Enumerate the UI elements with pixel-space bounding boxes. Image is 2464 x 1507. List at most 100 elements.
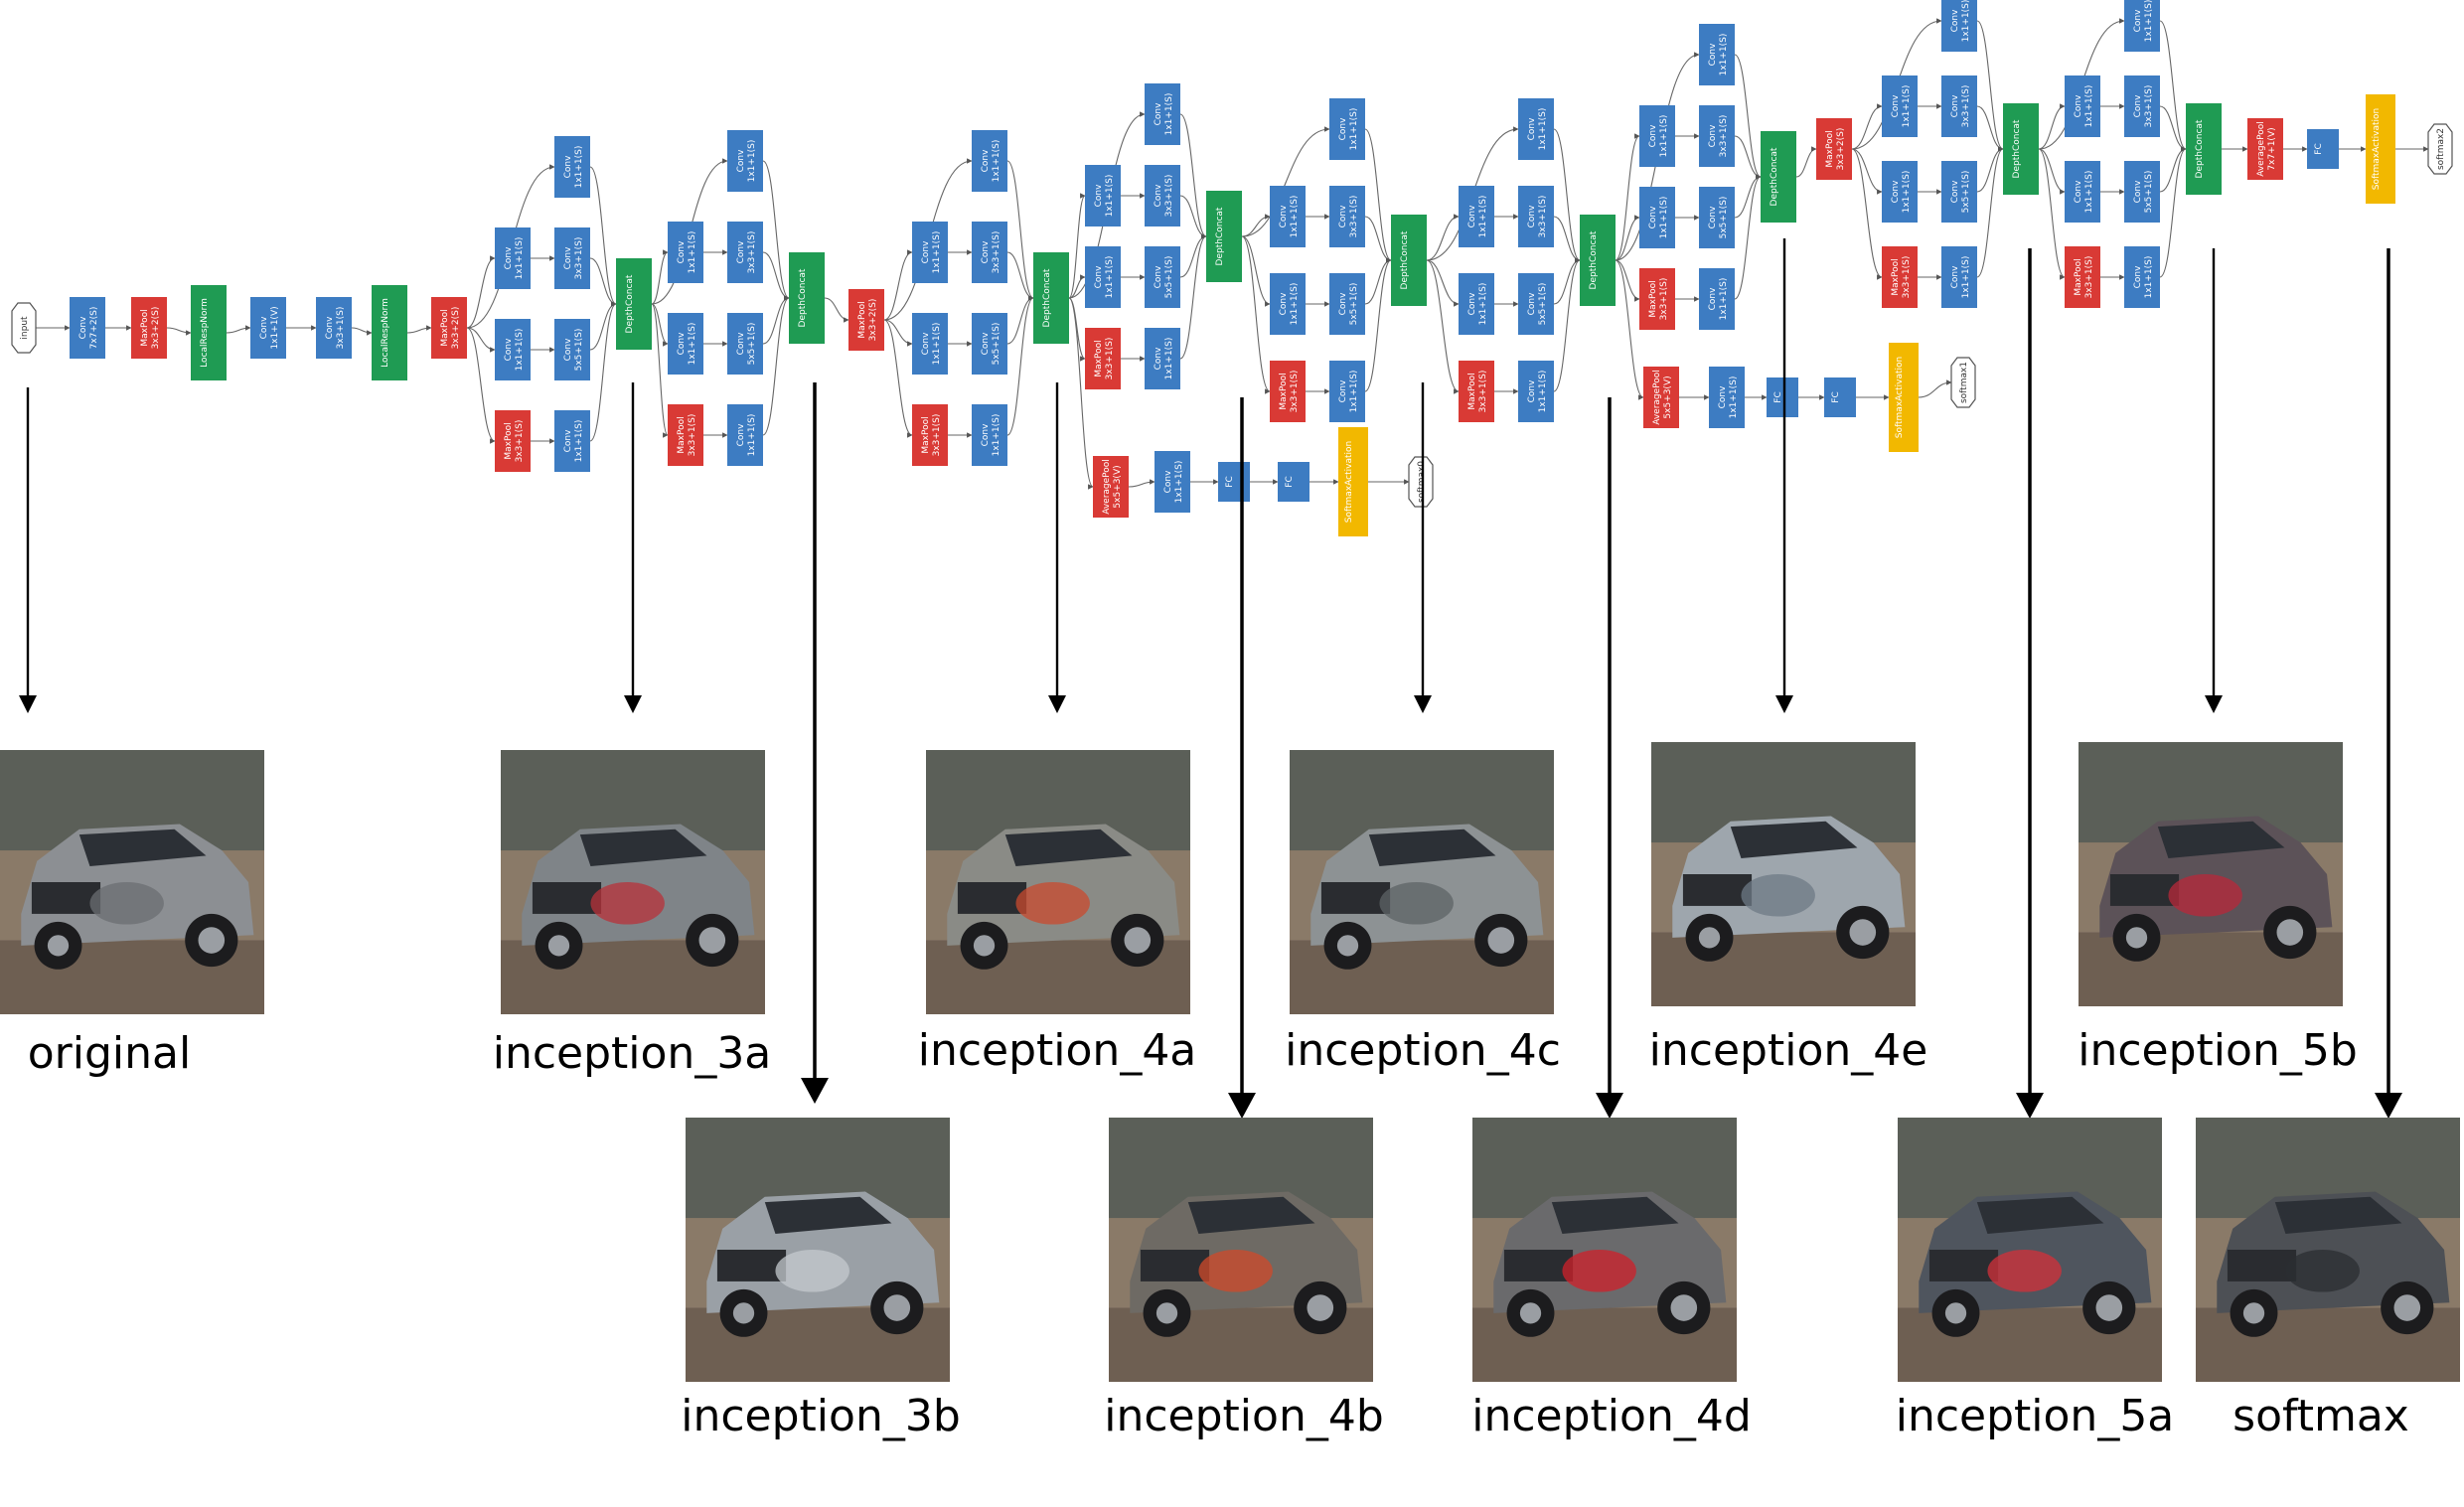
io-node-label: softmax1 bbox=[1959, 362, 1969, 403]
edge bbox=[1241, 126, 1330, 237]
io-node-softmax2: softmax2 bbox=[2427, 123, 2453, 175]
pointer-arrow-head bbox=[624, 695, 642, 713]
car-windshield bbox=[1976, 1196, 2104, 1235]
caption-inception-4e: inception_4e bbox=[1648, 1025, 1928, 1076]
edge bbox=[762, 295, 790, 345]
car-image-softmax bbox=[2196, 1118, 2460, 1382]
node-concat-82: DepthConcat bbox=[2003, 103, 2039, 195]
node-label: Conv1x1+1(S) bbox=[504, 237, 525, 280]
node-label: Conv1x1+1(S) bbox=[981, 140, 1001, 183]
node-conv-83: Conv1x1+1(S) bbox=[2124, 0, 2160, 52]
edge bbox=[1918, 379, 1952, 398]
node-conv-16: Conv1x1+1(S) bbox=[668, 222, 703, 283]
node-label: Conv5x5+1(S) bbox=[981, 323, 1001, 366]
node-label: Conv1x1+1(S) bbox=[981, 414, 1001, 457]
node-pool-69: AveragePool5x5+3(V) bbox=[1643, 367, 1679, 428]
node-conv-60: Conv5x5+1(S) bbox=[1699, 187, 1735, 248]
edge bbox=[1006, 251, 1034, 301]
pointer-arrow-head bbox=[1775, 695, 1793, 713]
car-rim-front bbox=[1336, 935, 1359, 957]
car-rim-front bbox=[2242, 1302, 2265, 1324]
node-label: Conv1x1+1(S) bbox=[504, 329, 525, 372]
node-conv-52: Conv5x5+1(S) bbox=[1518, 273, 1554, 335]
node-label: MaxPool3x3+2(S) bbox=[140, 307, 161, 350]
node-label: Conv3x3+1(S) bbox=[736, 231, 757, 274]
node-conv-89: Conv1x1+1(S) bbox=[2124, 246, 2160, 308]
edge bbox=[1734, 174, 1762, 300]
car-image-original bbox=[0, 750, 264, 1014]
car-rim-front bbox=[1944, 1302, 1967, 1324]
pointer-arrow-head bbox=[1596, 1093, 1623, 1119]
node-label: Conv1x1+1(S) bbox=[1718, 377, 1739, 419]
node-label: SoftmaxActivation bbox=[2372, 108, 2382, 190]
node-label: Conv3x3+1(S) bbox=[2133, 85, 2154, 128]
node-conv-58: Conv3x3+1(S) bbox=[1699, 105, 1735, 167]
node-conv-33: Conv1x1+1(S) bbox=[1085, 165, 1121, 226]
car-rim-front bbox=[47, 935, 70, 957]
node-label: DepthConcat bbox=[1042, 268, 1052, 327]
car-image-inception-4c bbox=[1290, 750, 1554, 1014]
thumb-inception-3a bbox=[501, 750, 765, 1014]
edge bbox=[2038, 148, 2066, 280]
node-conv-41: Conv1x1+1(S) bbox=[1270, 186, 1306, 247]
edge bbox=[1976, 146, 2004, 278]
edge bbox=[883, 319, 913, 347]
node-label: Conv1x1+1(S) bbox=[563, 146, 584, 189]
node-label: Conv1x1+1(S) bbox=[1163, 461, 1184, 504]
node-concat-47: DepthConcat bbox=[1391, 215, 1427, 306]
pointer-arrow-head bbox=[1048, 695, 1066, 713]
node-conv-35: Conv1x1+1(S) bbox=[1085, 246, 1121, 308]
node-conv-48: Conv1x1+1(S) bbox=[1518, 98, 1554, 160]
thumb-softmax bbox=[2196, 1118, 2460, 1382]
layer-pointer-arrows bbox=[19, 238, 2402, 1119]
edge bbox=[1795, 146, 1817, 178]
car-windshield bbox=[1730, 821, 1858, 859]
node-label: MaxPool3x3+1(S) bbox=[1648, 278, 1669, 321]
edge bbox=[466, 327, 496, 444]
edge bbox=[1241, 235, 1271, 307]
node-conv-70: Conv1x1+1(S) bbox=[1709, 367, 1745, 428]
node-label: DepthConcat bbox=[1589, 230, 1599, 289]
node-label: Conv1x1+1(S) bbox=[1891, 85, 1912, 128]
car-accent bbox=[2285, 1250, 2360, 1292]
car-image-inception-4d bbox=[1472, 1118, 1737, 1382]
car-rim-rear bbox=[698, 927, 726, 954]
node-concat-22: DepthConcat bbox=[789, 252, 825, 344]
node-label: Conv3x3+1(S) bbox=[325, 307, 346, 350]
node-conv-43: Conv1x1+1(S) bbox=[1270, 273, 1306, 335]
edge bbox=[883, 319, 913, 438]
edge bbox=[1976, 20, 2004, 152]
edge bbox=[651, 303, 669, 347]
car-rim-rear bbox=[2095, 1294, 2123, 1321]
node-label: MaxPool3x3+1(S) bbox=[504, 420, 525, 463]
node-conv-75: Conv1x1+1(S) bbox=[1941, 0, 1977, 52]
network-nodes: input Conv7x7+2(S) MaxPool3x3+2(S) LocalRes… bbox=[11, 0, 2453, 536]
node-conv-56: Conv1x1+1(S) bbox=[1699, 24, 1735, 85]
node-label: Conv3x3+1(S) bbox=[563, 237, 584, 280]
edge bbox=[1615, 215, 1640, 261]
node-label: LocalRespNorm bbox=[381, 298, 390, 368]
caption-inception-4a: inception_4a bbox=[917, 1025, 1197, 1076]
node-label: DepthConcat bbox=[1400, 230, 1410, 289]
car-image-inception-4a bbox=[926, 750, 1190, 1014]
car-windshield bbox=[1551, 1196, 1679, 1235]
edge bbox=[1553, 216, 1581, 263]
node-label: Conv1x1+1(S) bbox=[1094, 175, 1115, 218]
edge bbox=[1851, 103, 1883, 150]
node-label: MaxPool3x3+1(S) bbox=[2074, 256, 2094, 299]
node-label: SoftmaxActivation bbox=[1895, 357, 1905, 438]
node-label: Conv1x1+1(S) bbox=[677, 231, 697, 274]
car-windshield bbox=[2274, 1196, 2402, 1235]
edge bbox=[2159, 105, 2187, 152]
car-grille bbox=[2227, 1250, 2297, 1281]
node-fc-71: FC bbox=[1767, 377, 1798, 417]
node-label: Conv1x1+1(S) bbox=[1891, 171, 1912, 214]
node-label: Conv1x1+1(S) bbox=[1648, 115, 1669, 158]
node-conv-32: Conv1x1+1(S) bbox=[1145, 83, 1180, 145]
node-label: Conv1x1+1(S) bbox=[1338, 371, 1359, 413]
car-windshield bbox=[579, 829, 707, 867]
io-node-input: input bbox=[11, 302, 37, 354]
node-conv-13: Conv1x1+1(S) bbox=[554, 410, 590, 472]
car-rim-rear bbox=[1124, 927, 1152, 954]
node-label: Conv5x5+1(S) bbox=[1338, 283, 1359, 326]
